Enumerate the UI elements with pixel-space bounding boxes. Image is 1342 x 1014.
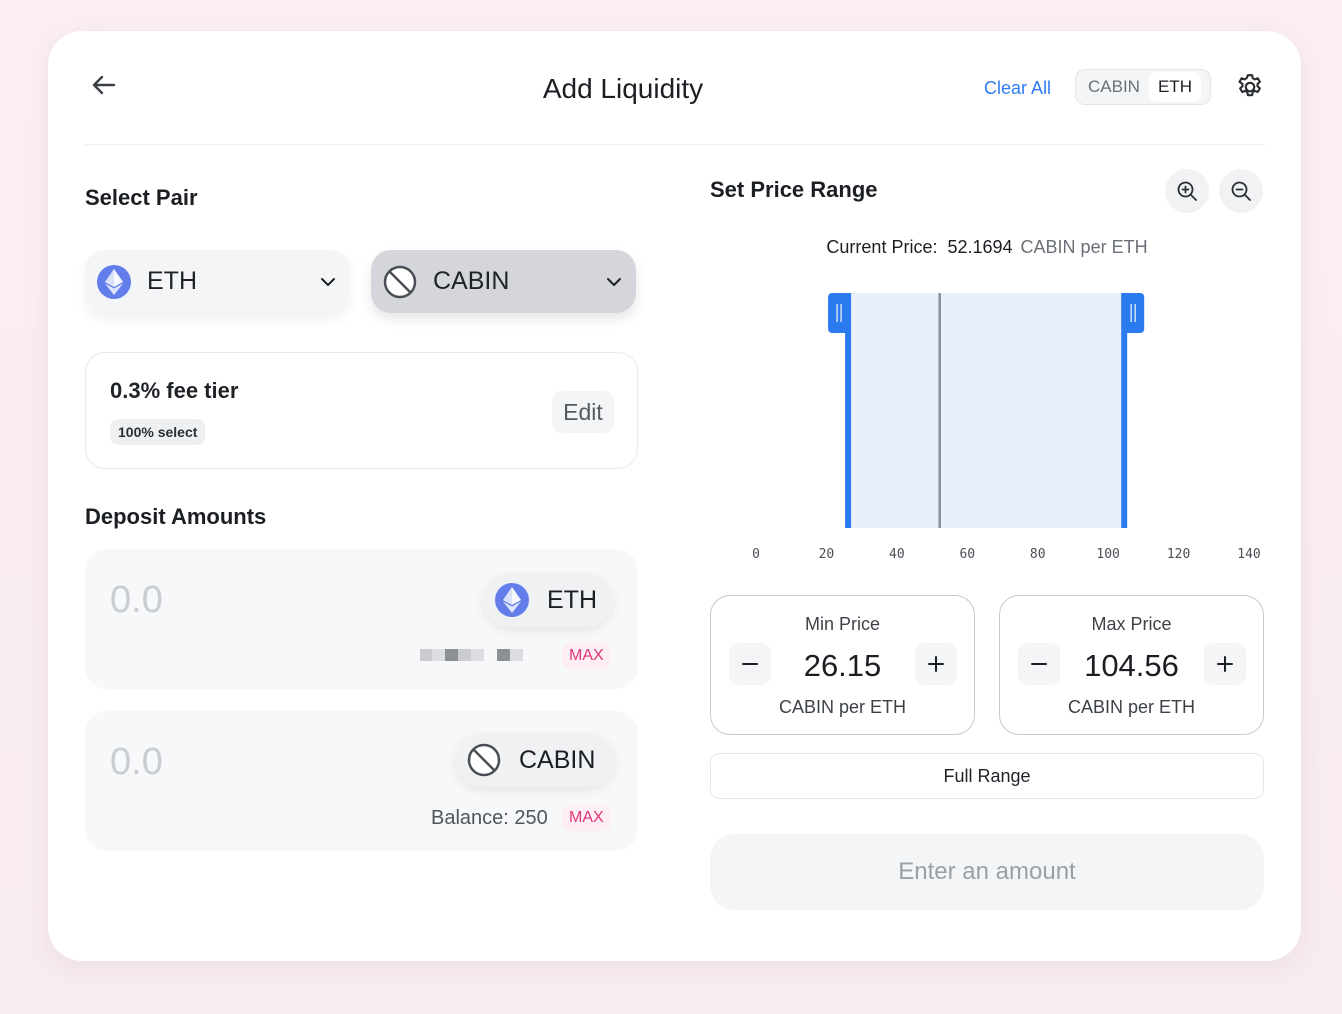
set-price-range-heading: Set Price Range (710, 177, 878, 202)
cabin-max-button[interactable]: MAX (562, 805, 611, 831)
token-a-label: ETH (147, 267, 197, 295)
toggle-cabin[interactable]: CABIN (1088, 77, 1140, 96)
selected-range-band (848, 293, 1125, 528)
header-divider (85, 144, 1265, 145)
min-range-bar[interactable] (845, 293, 852, 528)
max-price-unit: CABIN per ETH (1067, 697, 1196, 717)
zoom-in-icon (1177, 181, 1197, 201)
fee-tier-badge: 100% select (110, 419, 206, 445)
max-range-bar[interactable] (1121, 293, 1128, 528)
current-price-unit: CABIN per ETH (1020, 237, 1148, 257)
max-price-label: Max Price (1091, 614, 1172, 634)
max-range-handle[interactable] (1122, 293, 1145, 333)
eth-chip-label: ETH (547, 585, 597, 614)
cabin-logo-icon (383, 265, 417, 298)
clear-all-button[interactable]: Clear All (984, 78, 1052, 98)
zoom-in-button[interactable] (1165, 169, 1209, 213)
gear-icon[interactable] (1235, 72, 1265, 102)
min-price-unit: CABIN per ETH (778, 697, 907, 717)
cabin-amount-input[interactable]: 0.0 (110, 741, 163, 783)
toggle-eth[interactable]: ETH (1148, 72, 1201, 102)
cabin-balance: Balance: 250 (431, 807, 548, 829)
cabin-logo-icon (467, 743, 501, 777)
x-tick-label: 60 (959, 547, 975, 562)
x-tick-label: 0 (752, 547, 760, 562)
eth-deposit-box: 0.0 ETH MAX (85, 549, 638, 689)
eth-balance-redacted (420, 649, 523, 661)
fee-tier-title: 0.3% fee tier (110, 378, 239, 403)
eth-logo-icon (495, 583, 529, 617)
full-range-button[interactable]: Full Range (710, 753, 1264, 799)
deposit-amounts-heading: Deposit Amounts (85, 504, 267, 529)
chevron-down-icon (607, 277, 621, 286)
page-title: Add Liquidity (542, 73, 704, 104)
price-range-chart[interactable]: 0 20 40 60 80 100 120 140 (710, 281, 1270, 571)
x-tick-label: 140 (1237, 547, 1260, 562)
plus-icon (1217, 656, 1233, 672)
plus-icon (928, 656, 944, 672)
token-b-selector[interactable]: CABIN (371, 250, 636, 313)
x-tick-label: 120 (1167, 547, 1190, 562)
min-range-handle[interactable] (828, 293, 851, 333)
fee-tier-box: 0.3% fee tier 100% select Edit (85, 352, 638, 469)
zoom-out-icon (1231, 181, 1251, 201)
price-base-toggle: CABIN ETH (1075, 69, 1211, 105)
x-tick-label: 40 (889, 547, 905, 562)
min-price-decrement[interactable] (729, 643, 771, 685)
eth-logo-icon (97, 264, 131, 299)
x-tick-label: 100 (1096, 547, 1119, 562)
max-price-decrement[interactable] (1018, 643, 1060, 685)
token-a-selector[interactable]: ETH (85, 250, 350, 313)
min-price-increment[interactable] (915, 643, 957, 685)
x-tick-label: 20 (819, 547, 835, 562)
eth-max-button[interactable]: MAX (562, 643, 611, 669)
minus-icon (1031, 663, 1047, 665)
min-price-card: Min Price 26.15 CABIN per ETH (710, 595, 975, 735)
back-arrow-icon[interactable] (88, 69, 120, 101)
max-price-input[interactable]: 104.56 (1084, 648, 1179, 683)
add-liquidity-card: Add Liquidity Clear All CABIN ETH Select… (48, 31, 1301, 961)
min-price-label: Min Price (804, 614, 880, 634)
enter-amount-button[interactable]: Enter an amount (710, 834, 1264, 910)
current-price-value: 52.1694 (947, 237, 1013, 257)
cabin-token-chip[interactable]: CABIN (455, 733, 615, 787)
max-price-card: Max Price 104.56 CABIN per ETH (999, 595, 1264, 735)
current-price-line: Current Price: 52.1694 CABIN per ETH (710, 237, 1264, 258)
select-pair-heading: Select Pair (85, 185, 198, 210)
cabin-chip-label: CABIN (519, 745, 596, 774)
edit-fee-button[interactable]: Edit (552, 391, 614, 433)
minus-icon (742, 663, 758, 665)
x-tick-label: 80 (1030, 547, 1046, 562)
cabin-deposit-box: 0.0 CABIN Balance: 250 MAX (85, 711, 638, 851)
max-price-increment[interactable] (1204, 643, 1246, 685)
chevron-down-icon (321, 277, 335, 286)
token-b-label: CABIN (433, 267, 510, 295)
min-price-input[interactable]: 26.15 (803, 648, 882, 683)
eth-amount-input[interactable]: 0.0 (110, 579, 163, 621)
zoom-out-button[interactable] (1219, 169, 1263, 213)
eth-token-chip[interactable]: ETH (483, 573, 613, 627)
current-price-label: Current Price: (826, 237, 938, 257)
